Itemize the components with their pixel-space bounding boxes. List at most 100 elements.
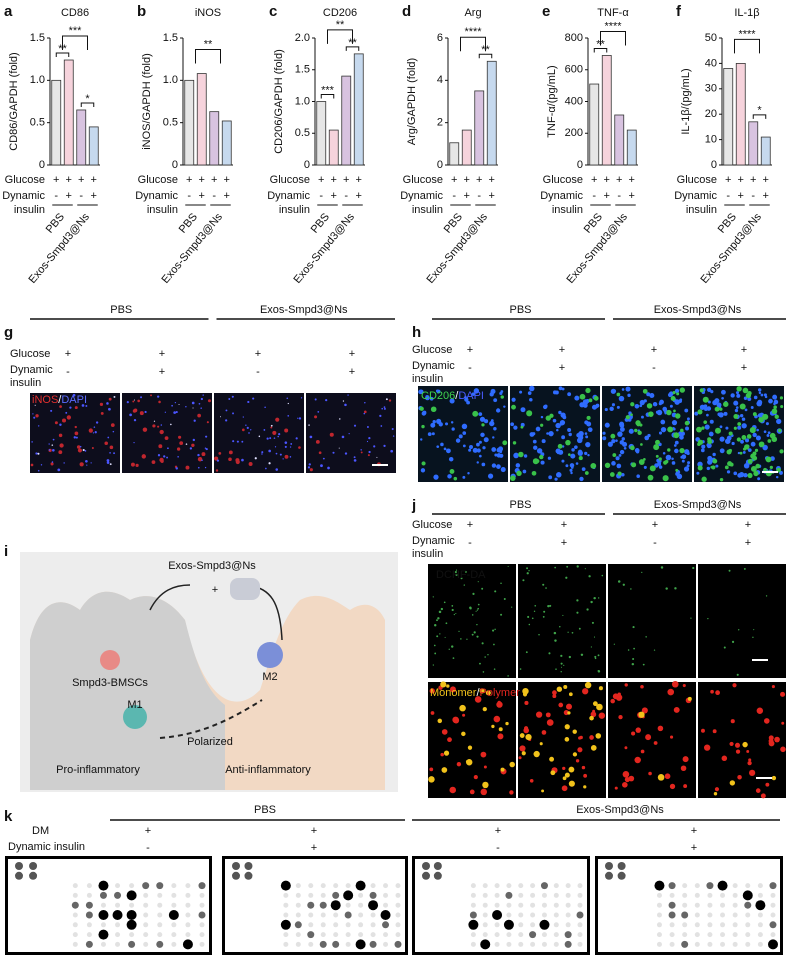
array-spot — [85, 911, 93, 919]
cell-dot — [562, 614, 564, 616]
array-spot — [295, 902, 301, 908]
cell-dot — [739, 403, 746, 410]
cell-dot — [266, 437, 269, 440]
cell-dot — [533, 750, 540, 758]
label: Exos-Smpd3@Ns — [168, 560, 256, 572]
cell-dot — [617, 471, 622, 476]
cell-dot — [563, 685, 568, 690]
cell-dot — [481, 423, 485, 427]
cell-dot — [561, 445, 565, 448]
cell-dot — [455, 573, 458, 576]
cell-dot — [668, 391, 674, 397]
cell-dot — [192, 407, 194, 409]
cell-dot — [453, 476, 458, 481]
cell-dot — [585, 387, 591, 394]
array-spot — [72, 941, 78, 947]
array-spot — [529, 931, 537, 939]
cell-dot — [449, 786, 457, 794]
cell-dot — [438, 610, 442, 614]
cell-dot — [615, 439, 618, 442]
cell-dot — [571, 631, 574, 634]
cell-dot — [598, 597, 600, 599]
cell-dot — [643, 465, 647, 469]
cell-dot — [220, 416, 222, 418]
cell-dot — [701, 426, 705, 430]
cell-dot — [543, 610, 546, 613]
cell-dot — [686, 451, 690, 456]
cell-dot — [601, 574, 604, 577]
cell-dot — [160, 424, 163, 426]
cell-dot — [158, 400, 161, 404]
cell-dot — [191, 443, 195, 447]
cell-dot — [383, 407, 386, 410]
cell-dot — [584, 432, 588, 435]
cell-dot — [548, 430, 554, 437]
array-spot — [280, 919, 291, 930]
array-spot — [395, 922, 401, 928]
cell-dot — [500, 395, 504, 399]
cell-dot — [461, 731, 466, 737]
sign: - — [652, 362, 656, 374]
cell-dot — [712, 458, 718, 464]
panel-letter: d — [402, 3, 411, 20]
cell-dot — [642, 388, 648, 394]
cell-dot — [539, 742, 543, 746]
cell-dot — [556, 428, 559, 432]
cell-dot — [733, 400, 739, 406]
sign: + — [738, 174, 744, 186]
cell-dot — [545, 587, 547, 589]
array-spot — [732, 892, 738, 898]
cell-dot — [660, 426, 667, 433]
cell-dot — [54, 421, 58, 425]
cell-dot — [690, 617, 692, 619]
cell-dot — [753, 470, 759, 477]
sign: + — [53, 174, 59, 186]
array-spot — [470, 902, 476, 908]
cell-dot — [756, 707, 764, 714]
array-spot — [553, 902, 559, 908]
cell-dot — [450, 686, 456, 693]
cell-dot — [545, 415, 551, 421]
cell-dot — [37, 469, 40, 472]
array-spot — [506, 902, 512, 908]
cell-dot — [421, 461, 426, 466]
chart-title: CD86 — [61, 7, 89, 19]
row-label: insulin — [412, 204, 443, 216]
cell-dot — [511, 404, 516, 410]
bar — [184, 79, 195, 166]
cell-dot — [95, 421, 99, 424]
cell-dot — [609, 472, 615, 477]
sign: + — [159, 348, 165, 360]
cell-dot — [35, 414, 39, 418]
cell-dot — [33, 416, 36, 419]
y-tick-label: 20 — [705, 108, 717, 120]
nanosheet-icon — [230, 578, 260, 600]
group-header: PBS — [509, 304, 531, 316]
cell-dot — [667, 448, 671, 452]
cell-dot — [580, 653, 584, 657]
cell-dot — [590, 462, 597, 469]
cell-dot — [436, 619, 438, 622]
cell-dot — [445, 622, 448, 625]
array-spot — [383, 892, 389, 898]
cell-dot — [446, 448, 451, 454]
cell-dot — [667, 688, 675, 696]
cell-dot — [481, 587, 484, 590]
dashed-arrow — [159, 699, 263, 739]
cell-dot — [275, 468, 279, 471]
cell-dot — [721, 396, 724, 400]
cell-dot — [509, 761, 515, 768]
cell-dot — [733, 426, 737, 430]
cell-dot — [214, 456, 219, 461]
cell-dot — [632, 626, 635, 629]
cell-dot — [707, 439, 713, 445]
array-spot — [15, 862, 23, 870]
cell-dot — [455, 612, 457, 615]
array-spot — [732, 883, 738, 889]
cell-dot — [569, 468, 573, 472]
cell-dot — [746, 750, 750, 753]
cell-dot — [471, 633, 474, 636]
cell-dot — [587, 427, 593, 433]
cell-dot — [493, 398, 498, 403]
array-spot — [577, 932, 583, 938]
